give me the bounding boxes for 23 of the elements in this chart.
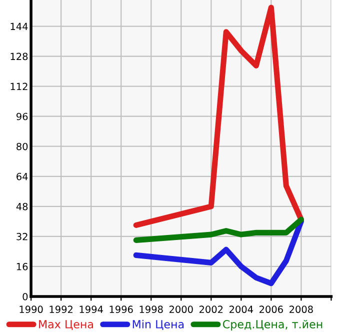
x-tick-label: 2006	[260, 306, 283, 314]
x-tick-label: 1990	[20, 306, 43, 314]
y-tick-label: 144	[10, 22, 28, 30]
y-tick-label: 0	[22, 292, 28, 300]
y-tick-label: 80	[16, 142, 28, 150]
x-tick-label: 1998	[140, 306, 163, 314]
y-tick-label: 112	[10, 82, 28, 90]
y-tick-label: 32	[16, 232, 28, 240]
x-tick-label: 2002	[199, 306, 223, 314]
y-tick-label: 64	[16, 172, 28, 180]
x-tick-label: 1994	[80, 306, 103, 314]
y-tick-label: 48	[16, 202, 28, 210]
legend-label: Min Цена	[132, 320, 184, 330]
y-tick-label: 16	[16, 262, 28, 270]
y-tick-label: 96	[16, 112, 28, 120]
legend-label: Max Цена	[39, 320, 94, 330]
x-tick-label: 1996	[110, 306, 133, 314]
legend-label: Сред.Цена, т.йен	[222, 320, 322, 331]
x-tick-label: 2008	[290, 306, 313, 314]
x-tick-label: 1992	[50, 306, 72, 314]
x-tick-label: 2004	[229, 306, 253, 314]
y-tick-label: 128	[10, 52, 28, 60]
x-tick-label: 2000	[169, 306, 193, 314]
